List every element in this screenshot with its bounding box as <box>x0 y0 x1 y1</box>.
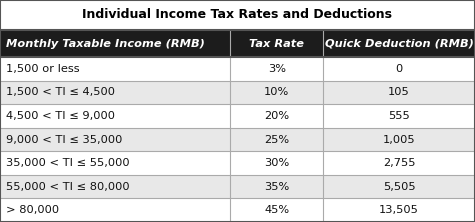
Text: 5,505: 5,505 <box>383 182 415 192</box>
Text: 20%: 20% <box>264 111 289 121</box>
Bar <box>0 0 475 30</box>
Text: Individual Income Tax Rates and Deductions: Individual Income Tax Rates and Deductio… <box>83 8 392 22</box>
Text: 10%: 10% <box>264 87 289 97</box>
Bar <box>0 104 475 128</box>
Text: 25%: 25% <box>264 135 289 145</box>
Text: 0: 0 <box>395 64 403 74</box>
Text: Tax Rate: Tax Rate <box>249 38 304 49</box>
Text: 3%: 3% <box>268 64 285 74</box>
Text: Monthly Taxable Income (RMB): Monthly Taxable Income (RMB) <box>6 38 205 49</box>
Text: 4,500 < TI ≤ 9,000: 4,500 < TI ≤ 9,000 <box>6 111 114 121</box>
Text: 2,755: 2,755 <box>383 158 415 168</box>
Bar <box>0 175 475 198</box>
Bar <box>0 128 475 151</box>
Text: 35%: 35% <box>264 182 289 192</box>
Bar <box>0 57 475 81</box>
Bar <box>0 30 475 57</box>
Text: 55,000 < TI ≤ 80,000: 55,000 < TI ≤ 80,000 <box>6 182 129 192</box>
Text: Quick Deduction (RMB): Quick Deduction (RMB) <box>324 38 474 49</box>
Text: > 80,000: > 80,000 <box>6 205 59 215</box>
Text: 555: 555 <box>388 111 410 121</box>
Text: 9,000 < TI ≤ 35,000: 9,000 < TI ≤ 35,000 <box>6 135 122 145</box>
Text: 13,505: 13,505 <box>379 205 419 215</box>
Text: 1,500 or less: 1,500 or less <box>6 64 79 74</box>
Text: 1,005: 1,005 <box>383 135 415 145</box>
Bar <box>0 151 475 175</box>
Text: 1,500 < TI ≤ 4,500: 1,500 < TI ≤ 4,500 <box>6 87 114 97</box>
Text: 35,000 < TI ≤ 55,000: 35,000 < TI ≤ 55,000 <box>6 158 129 168</box>
Text: 30%: 30% <box>264 158 289 168</box>
Bar <box>0 81 475 104</box>
Text: 45%: 45% <box>264 205 289 215</box>
Bar <box>0 198 475 222</box>
Text: 105: 105 <box>388 87 410 97</box>
